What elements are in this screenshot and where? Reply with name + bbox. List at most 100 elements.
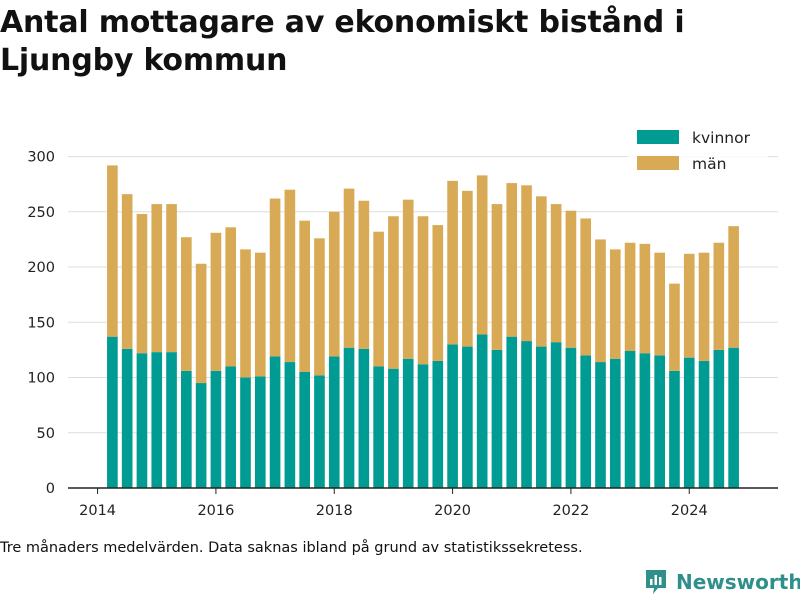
bar-kvinnor xyxy=(402,358,414,488)
bar-kvinnor xyxy=(491,349,503,488)
bar-man xyxy=(328,211,340,357)
y-tick-label: 100 xyxy=(27,371,55,387)
bar-man xyxy=(728,226,739,348)
bar-man xyxy=(269,198,281,357)
bar-kvinnor xyxy=(343,347,355,488)
y-tick-label: 150 xyxy=(27,315,55,331)
bar-man xyxy=(343,188,355,348)
bar-man xyxy=(225,227,237,367)
axes: 0 50 100 150 200 250 300 2014 2016 2018 2020 2022 20… xyxy=(27,150,778,519)
bar-kvinnor xyxy=(624,351,636,488)
x-tick-label: 2018 xyxy=(316,503,353,519)
bar-kvinnor xyxy=(447,344,458,488)
y-tick-label: 200 xyxy=(27,260,55,276)
bar-man xyxy=(595,239,606,363)
bar-kvinnor xyxy=(284,362,296,488)
bar-kvinnor xyxy=(417,364,429,488)
bars xyxy=(107,165,739,488)
legend-label: män xyxy=(692,155,726,173)
bar-kvinnor xyxy=(373,366,384,488)
legend-swatch xyxy=(637,130,679,144)
bar-kvinnor xyxy=(580,355,592,488)
bar-kvinnor xyxy=(225,366,237,488)
y-tick-label: 50 xyxy=(37,426,55,442)
bar-kvinnor xyxy=(107,336,118,488)
bar-man xyxy=(210,232,222,371)
bar-kvinnor xyxy=(506,336,518,488)
bar-kvinnor xyxy=(536,346,547,488)
y-tick-label: 300 xyxy=(27,150,55,166)
bar-man xyxy=(536,196,547,347)
bar-man xyxy=(195,263,207,384)
y-tick-label: 250 xyxy=(27,205,55,221)
bar-kvinnor xyxy=(195,383,207,488)
bar-kvinnor xyxy=(639,353,651,488)
x-tick-label: 2016 xyxy=(197,503,234,519)
legend: kvinnor män xyxy=(628,126,768,182)
bar-man xyxy=(447,180,458,345)
bar-man xyxy=(639,243,651,354)
newsworthy-logo-icon xyxy=(646,570,666,594)
bar-man xyxy=(462,190,473,347)
bar-kvinnor xyxy=(358,348,370,488)
bar-kvinnor xyxy=(136,353,148,488)
bar-kvinnor xyxy=(713,349,725,488)
bar-man xyxy=(476,175,488,335)
bar-kvinnor xyxy=(521,341,532,488)
bar-kvinnor xyxy=(609,358,621,488)
brand-name: Newsworthy xyxy=(676,570,800,594)
bar-man xyxy=(683,253,695,358)
bar-kvinnor xyxy=(254,376,266,488)
bar-man xyxy=(284,189,296,363)
bar-man xyxy=(491,204,503,350)
x-tick-label: 2022 xyxy=(552,503,589,519)
bar-man xyxy=(580,218,592,356)
bar-man xyxy=(151,204,163,353)
bar-kvinnor xyxy=(151,352,163,488)
legend-label: kvinnor xyxy=(692,129,751,147)
bar-kvinnor xyxy=(654,355,665,488)
bar-man xyxy=(550,204,562,343)
bar-kvinnor xyxy=(462,346,473,488)
x-tick-label: 2014 xyxy=(79,503,116,519)
bar-kvinnor xyxy=(181,370,192,488)
bar-man xyxy=(166,204,177,353)
bar-man xyxy=(358,200,370,349)
bar-man xyxy=(299,220,310,372)
bar-man xyxy=(654,252,665,356)
bar-kvinnor xyxy=(550,342,562,488)
bar-kvinnor xyxy=(210,370,222,488)
bar-man xyxy=(121,194,133,349)
bar-man xyxy=(506,183,518,337)
bar-man xyxy=(254,252,266,377)
bar-kvinnor xyxy=(565,347,577,488)
bar-kvinnor xyxy=(728,347,739,488)
bar-man xyxy=(609,249,621,359)
bar-man xyxy=(373,231,384,367)
bar-kvinnor xyxy=(269,356,281,488)
bar-kvinnor xyxy=(328,356,340,488)
bar-kvinnor xyxy=(299,372,310,488)
bar-man xyxy=(402,199,414,359)
bar-kvinnor xyxy=(240,377,251,488)
bar-man xyxy=(521,185,532,342)
bar-kvinnor xyxy=(314,375,325,488)
bar-man xyxy=(240,249,251,378)
y-tick-label: 0 xyxy=(46,481,55,497)
bar-man xyxy=(107,165,118,337)
bar-kvinnor xyxy=(476,334,488,488)
bar-man xyxy=(565,210,577,348)
bar-kvinnor xyxy=(121,348,133,488)
bar-kvinnor xyxy=(698,360,710,488)
x-tick-label: 2024 xyxy=(671,503,708,519)
bar-kvinnor xyxy=(166,352,177,488)
bar-man xyxy=(432,225,444,361)
bar-man xyxy=(698,252,710,361)
bar-kvinnor xyxy=(669,370,680,488)
bar-man xyxy=(417,216,429,365)
legend-swatch xyxy=(637,156,679,170)
bar-man xyxy=(713,242,725,350)
bar-man xyxy=(388,216,399,369)
bar-man xyxy=(181,237,192,371)
